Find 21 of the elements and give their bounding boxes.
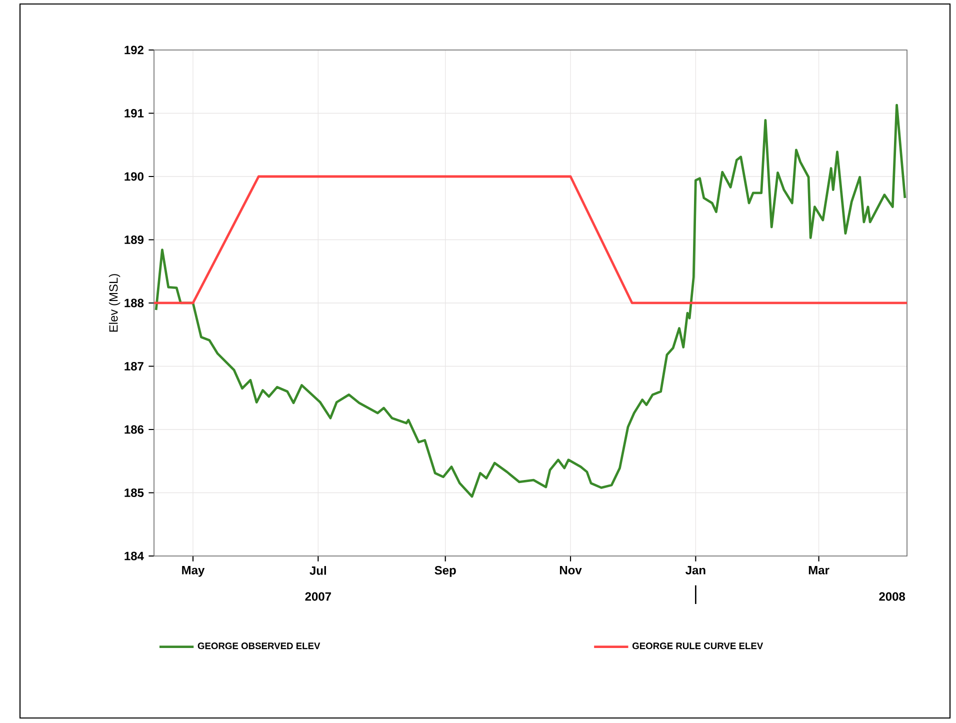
text: 2007 xyxy=(305,592,331,601)
y-axis-title: Elev (MSL) xyxy=(108,274,120,332)
x-tick-label: Jul xyxy=(310,566,326,575)
y-tick-label: 190 xyxy=(124,172,144,181)
legend-label: GEORGE RULE CURVE ELEV xyxy=(632,642,764,650)
x-tick-label: May xyxy=(182,566,205,577)
line-series xyxy=(154,104,906,498)
y-tick-label: 186 xyxy=(124,425,144,434)
x-tick-label: Mar xyxy=(808,566,830,574)
y-tick-label: 187 xyxy=(124,362,144,370)
x-tick-label: Jan xyxy=(686,566,706,574)
y-tick-label: 192 xyxy=(124,46,144,54)
y-tick-label: 191 xyxy=(124,108,144,118)
y-tick-label: 184 xyxy=(124,552,144,560)
y-tick-label: 185 xyxy=(124,488,144,497)
y-tick-label: 189 xyxy=(124,235,144,244)
legend-label: GEORGE OBSERVED ELEV xyxy=(198,642,320,650)
x-tick-label: Sep xyxy=(434,566,456,577)
y-tick-label: 188 xyxy=(124,298,144,308)
x-tick-label: Nov xyxy=(560,566,582,574)
text: 2008 xyxy=(879,592,906,601)
